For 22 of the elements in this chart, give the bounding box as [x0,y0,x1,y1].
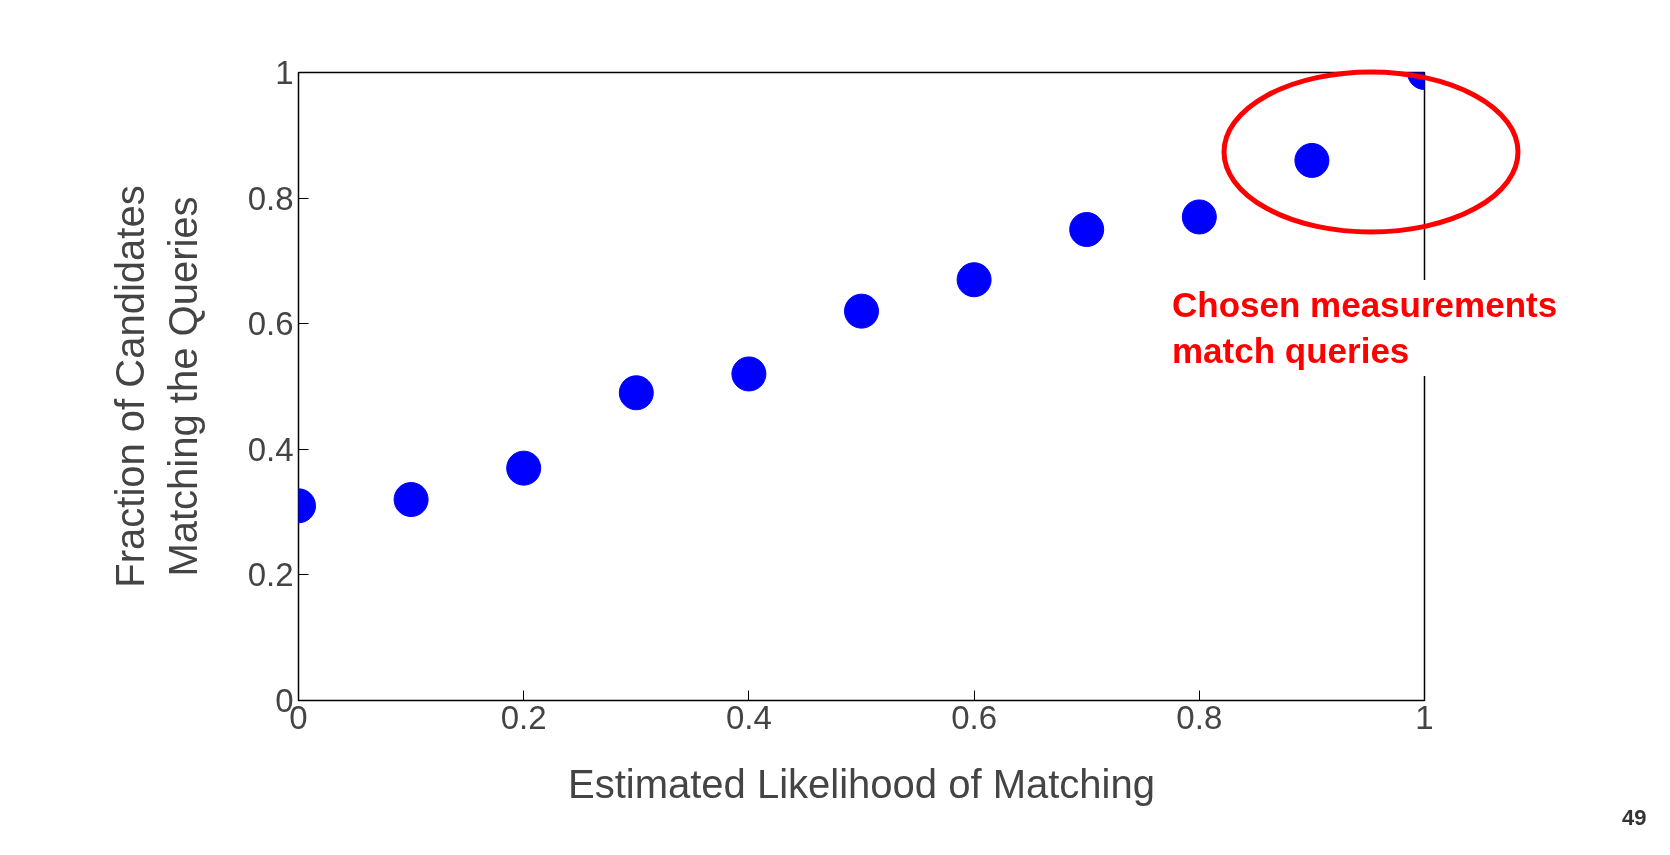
y-axis-title: Fraction of Candidates Matching the Queries [107,185,205,588]
point [506,450,542,486]
point [1069,212,1105,247]
point [844,293,879,329]
y-tick-label: 0.8 [247,179,294,217]
y-tick-label: 0.4 [247,430,294,468]
x-tick-label: 0.4 [725,698,772,736]
x-tick-label: 0.8 [1176,698,1223,736]
y-tick-label: 0.6 [247,305,294,343]
y-tick-label: 1 [275,54,294,91]
point [618,375,654,411]
x-tick-label: 0.2 [500,698,547,736]
point [393,482,429,518]
x-tick-label: 0.6 [951,698,998,736]
point [956,262,992,298]
point [1181,199,1217,235]
x-tick-label: 1 [1415,698,1434,736]
point [1294,142,1330,178]
y-tick-label: 0.2 [247,556,294,594]
x-axis-title: Estimated Likelihood of Matching [568,761,1155,806]
point [731,356,767,392]
annotation: 49 [1622,805,1647,831]
